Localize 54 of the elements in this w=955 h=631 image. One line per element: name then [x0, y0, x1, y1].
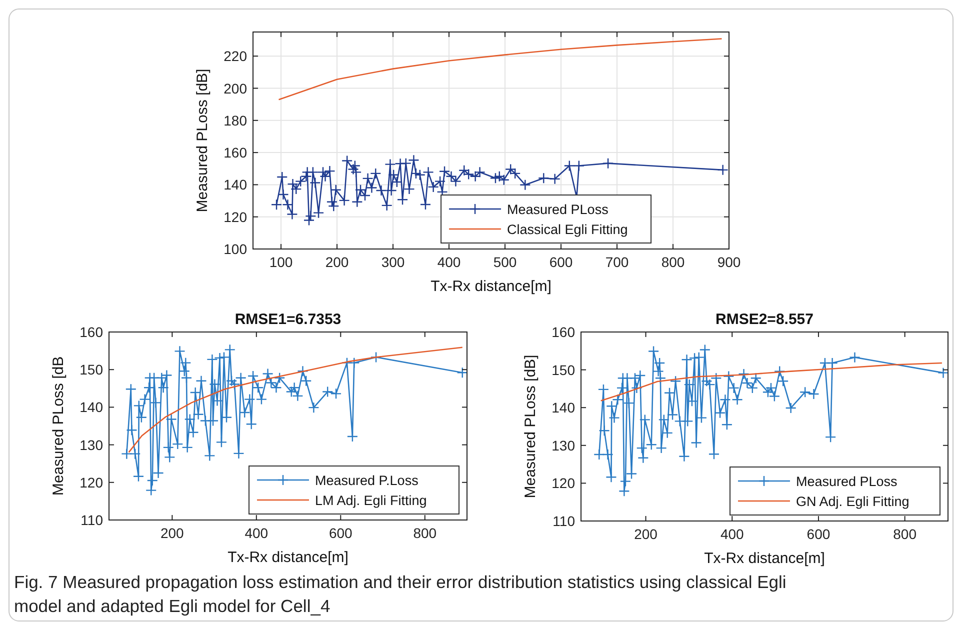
chart-title: RMSE2=8.557 — [716, 311, 814, 328]
x-tick-label: 200 — [634, 526, 658, 542]
y-tick-label: 160 — [224, 144, 248, 161]
y-tick-label: 120 — [80, 474, 104, 490]
y-tick-label: 110 — [552, 513, 576, 529]
y-tick-label: 160 — [80, 324, 104, 340]
y-tick-label: 150 — [80, 362, 104, 378]
x-axis-title: Tx-Rx distance[m] — [704, 550, 825, 567]
chart-title: RMSE1=6.7353 — [234, 311, 342, 328]
x-tick-label: 800 — [893, 526, 917, 542]
x-tick-label: 600 — [549, 254, 573, 270]
y-axis-title: Measured PLoss [dB — [50, 356, 67, 496]
y-tick-label: 120 — [552, 475, 576, 492]
y-tick-label: 150 — [552, 362, 576, 378]
y-tick-label: 100 — [224, 241, 248, 257]
y-tick-label: 130 — [80, 436, 104, 453]
y-tick-label: 140 — [224, 176, 248, 193]
legend-label: Classical Egli Fitting — [507, 222, 628, 237]
x-tick-label: 100 — [269, 254, 293, 270]
y-tick-label: 200 — [224, 80, 248, 96]
x-tick-label: 200 — [160, 525, 184, 541]
legend-label: Measured PLoss — [796, 474, 898, 489]
y-tick-label: 120 — [224, 208, 248, 225]
y-tick-label: 130 — [552, 437, 576, 454]
y-axis-title: Measured PLoss [dB] — [194, 68, 211, 212]
legend-label: Measured PLoss — [507, 202, 609, 217]
x-axis-title: Tx-Rx distance[m] — [228, 549, 348, 566]
x-tick-label: 600 — [328, 525, 353, 541]
y-axis-title: Measured PLoss [dB] — [522, 354, 539, 498]
x-tick-label: 800 — [661, 254, 685, 270]
y-tick-label: 110 — [80, 512, 104, 528]
line-series — [600, 362, 943, 402]
caption: Fig. 7 Measured propagation loss estimation and their error distribution statistics using classical Egli model and adapted Egli model for Cell_4 — [14, 572, 786, 616]
y-tick-label: 140 — [80, 399, 104, 416]
x-tick-label: 300 — [381, 254, 405, 270]
line-series — [278, 38, 722, 100]
x-tick-label: 400 — [244, 525, 268, 541]
x-tick-label: 800 — [413, 525, 437, 541]
legend-label: Measured P.Loss — [315, 473, 419, 488]
x-tick-label: 200 — [325, 254, 349, 270]
x-tick-label: 600 — [806, 526, 830, 542]
line-series — [128, 346, 464, 453]
x-axis-title: Tx-Rx distance[m] — [430, 278, 552, 295]
legend-label: LM Adj. Egli Fitting — [315, 493, 427, 508]
x-tick-label: 700 — [605, 254, 629, 270]
x-tick-label: 500 — [493, 254, 517, 270]
y-tick-label: 180 — [224, 112, 248, 128]
x-tick-label: 400 — [437, 254, 461, 270]
y-tick-label: 160 — [552, 324, 576, 340]
legend-label: GN Adj. Egli Fitting — [796, 494, 910, 509]
y-tick-label: 220 — [224, 48, 248, 64]
x-tick-label: 400 — [720, 526, 744, 542]
y-tick-label: 140 — [552, 400, 576, 416]
x-tick-label: 900 — [717, 254, 741, 270]
